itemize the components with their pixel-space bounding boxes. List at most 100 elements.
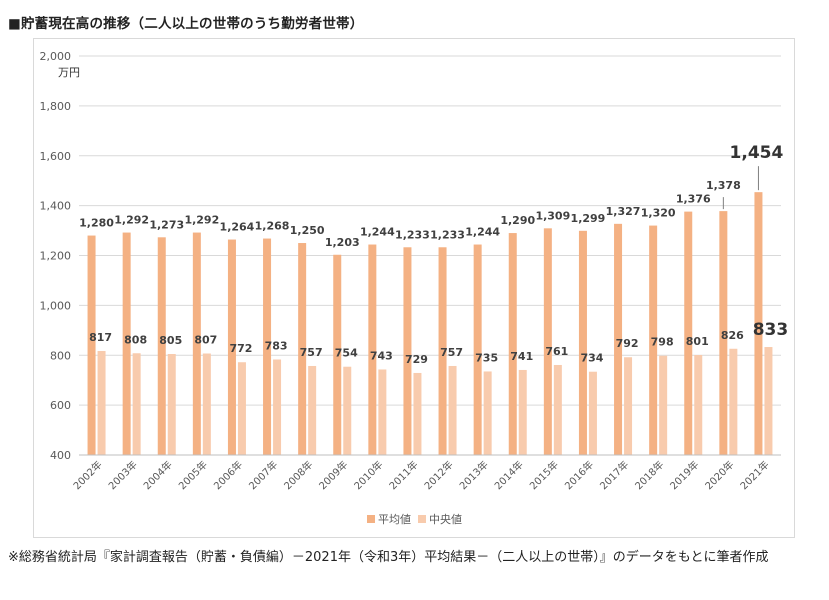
x-tick-label: 2018年 — [632, 458, 666, 492]
x-tick-label: 2017年 — [597, 458, 631, 492]
bar-median — [237, 362, 246, 455]
data-label-mean: 1,244 — [465, 226, 500, 239]
bar-mean — [473, 244, 482, 455]
y-tick-label: 1,000 — [40, 299, 72, 312]
bar-mean — [438, 247, 447, 455]
data-label-mean: 1,233 — [395, 228, 430, 241]
bar-mean — [684, 211, 693, 455]
data-label-mean: 1,264 — [220, 221, 255, 234]
data-label-mean: 1,203 — [325, 236, 360, 249]
bar-mean — [754, 192, 763, 455]
data-label-median: 798 — [651, 336, 674, 349]
bar-median — [308, 365, 317, 455]
data-label-median: 833 — [753, 320, 789, 340]
y-tick-label: 1,800 — [40, 100, 72, 113]
data-label-median: 757 — [300, 346, 323, 359]
x-tick-label: 2016年 — [562, 458, 596, 492]
data-label-median: 741 — [510, 350, 533, 363]
bar-median — [167, 354, 176, 455]
x-tick-label: 2005年 — [176, 458, 210, 492]
y-tick-label: 1,200 — [40, 250, 72, 263]
bar-median — [273, 359, 282, 455]
bar-median — [553, 364, 562, 455]
bar-mean — [578, 230, 587, 455]
bar-median — [518, 369, 527, 455]
data-label-median: 826 — [721, 329, 744, 342]
x-tick-label: 2008年 — [281, 458, 315, 492]
bar-mean — [543, 228, 552, 455]
x-tick-label: 2015年 — [527, 458, 561, 492]
legend-label-median: 中央値 — [429, 513, 462, 526]
x-tick-label: 2006年 — [211, 458, 245, 492]
data-label-median: 735 — [475, 351, 498, 364]
data-label-mean: 1,250 — [290, 224, 325, 237]
bar-median — [764, 347, 773, 455]
x-tick-label: 2007年 — [246, 458, 280, 492]
data-label-mean: 1,292 — [114, 214, 149, 227]
bar-mean — [368, 244, 377, 455]
data-label-mean: 1,273 — [149, 218, 184, 231]
data-label-mean: 1,233 — [430, 228, 465, 241]
bar-median — [343, 366, 352, 455]
data-label-mean: 1,290 — [500, 214, 535, 227]
chart-title: ■貯蓄現在高の推移（二人以上の世帯のうち勤労者世帯） — [8, 16, 364, 32]
bar-median — [729, 348, 738, 455]
bar-mean — [192, 232, 201, 455]
data-label-median: 817 — [89, 331, 112, 344]
x-tick-label: 2009年 — [316, 458, 350, 492]
bar-mean — [403, 247, 412, 455]
data-label-median: 743 — [370, 349, 393, 362]
data-label-median: 754 — [335, 347, 358, 360]
bar-median — [483, 371, 492, 455]
data-label-mean: 1,454 — [730, 143, 784, 163]
x-tick-label: 2014年 — [492, 458, 526, 492]
bar-median — [588, 371, 597, 455]
data-label-median: 807 — [194, 334, 217, 347]
data-label-median: 805 — [159, 334, 182, 347]
bar-median — [448, 365, 457, 455]
legend-swatch-median — [418, 515, 426, 523]
data-label-median: 792 — [616, 337, 639, 350]
data-label-median: 772 — [229, 342, 252, 355]
data-label-mean: 1,268 — [255, 220, 290, 233]
bar-median — [97, 351, 106, 455]
data-label-mean: 1,292 — [184, 214, 219, 227]
bar-chart: 400 600 800 1,000 1,200 1,400 1,600 1,800 2,000 万… — [40, 50, 789, 526]
y-tick-label: 2,000 — [40, 50, 72, 63]
data-label-median: 761 — [545, 345, 568, 358]
x-tick-label: 2004年 — [141, 458, 175, 492]
source-note: ※総務省統計局『家計調査報告（貯蓄・負債編）－2021年（令和3年）平均結果－（… — [8, 550, 769, 565]
bar-median — [132, 353, 141, 455]
data-label-mean: 1,309 — [535, 209, 570, 222]
data-label-mean: 1,244 — [360, 226, 395, 239]
x-tick-label: 2020年 — [702, 458, 736, 492]
bar-mean — [263, 238, 272, 455]
x-tick-label: 2002年 — [70, 458, 104, 492]
bar-mean — [157, 237, 166, 455]
x-tick-label: 2012年 — [421, 458, 455, 492]
bar-median — [624, 357, 633, 455]
data-label-mean: 1,320 — [641, 207, 676, 220]
bar-mean — [649, 225, 658, 455]
bar-mean — [614, 223, 623, 455]
bar-median — [659, 355, 668, 455]
data-label-mean: 1,378 — [706, 179, 741, 192]
data-label-mean: 1,299 — [571, 212, 606, 225]
data-label-mean: 1,280 — [79, 217, 114, 230]
data-label-mean: 1,327 — [606, 205, 641, 218]
data-label-median: 783 — [265, 339, 288, 352]
y-tick-label: 600 — [50, 399, 71, 412]
bar-mean — [298, 243, 307, 455]
y-tick-label: 800 — [50, 349, 71, 362]
data-label-median: 729 — [405, 353, 428, 366]
data-label-median: 801 — [686, 335, 709, 348]
x-tick-label: 2011年 — [386, 458, 420, 492]
bar-mean — [508, 233, 517, 455]
y-tick-label: 400 — [50, 449, 71, 462]
bar-median — [694, 355, 703, 455]
y-tick-label: 1,600 — [40, 150, 72, 163]
bar-mean — [87, 235, 96, 455]
bar-mean — [122, 232, 131, 455]
x-tick-label: 2013年 — [457, 458, 491, 492]
x-tick-label: 2021年 — [737, 458, 771, 492]
